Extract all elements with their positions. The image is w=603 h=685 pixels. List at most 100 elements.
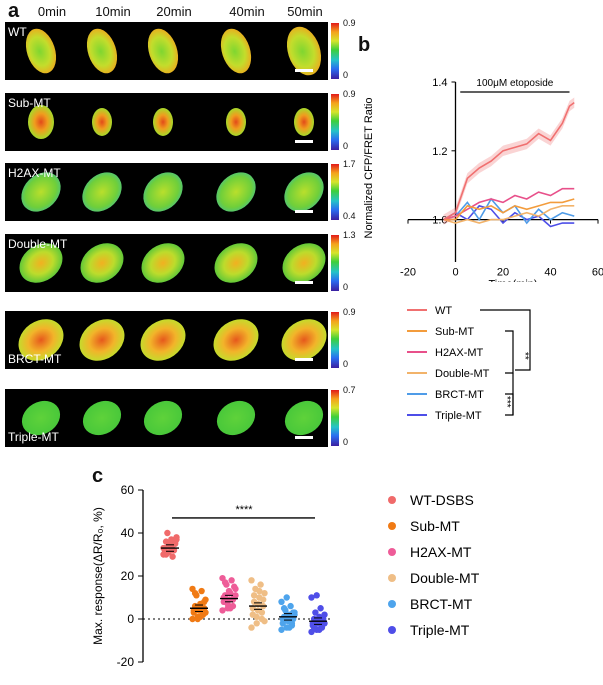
cell-nucleus-image (210, 394, 262, 442)
data-point (253, 620, 260, 627)
line-chart: 1.0 1.2 1.4 -20 0 20 40 60 Time(min) Normalized C… (363, 77, 603, 282)
colorbar (331, 235, 339, 291)
scale-bar (295, 69, 313, 72)
data-point (173, 536, 180, 543)
cell-nucleus-image (278, 394, 328, 442)
data-point (260, 596, 267, 603)
data-point (261, 590, 268, 597)
legend-label: BRCT-MT (435, 389, 484, 401)
panel-a-letter: a (8, 0, 20, 22)
data-point (198, 587, 205, 595)
legend-label: Sub-MT (435, 326, 474, 338)
cell-nucleus-image (215, 24, 257, 78)
data-point (280, 605, 288, 612)
cell-nucleus-image (28, 105, 54, 139)
chart-title: 100μM etoposide (476, 78, 553, 89)
data-point (250, 592, 258, 599)
data-point (253, 613, 260, 621)
y-tick-label: 1.2 (432, 146, 447, 158)
legend-label: WT-DSBS (410, 492, 474, 508)
x-tick-label: 60 (592, 267, 603, 279)
strip-label: Double-MT (8, 237, 68, 251)
data-point (283, 594, 290, 601)
panel-b-letter: b (358, 34, 371, 56)
y-tick-label: 0 (127, 612, 134, 626)
line-chart-legend: WT Sub-MT H2AX-MT Double-MT BRCT-MT Triple-MT… (407, 305, 531, 422)
y-tick-label: -20 (117, 655, 135, 669)
data-point (219, 607, 226, 614)
cell-nucleus-image (74, 164, 130, 220)
legend-dot (388, 600, 396, 608)
scale-bar (295, 358, 313, 361)
time-label: 10min (95, 4, 131, 19)
strip-label: WT (8, 25, 27, 39)
colorbar (331, 164, 339, 220)
y-tick-label: 1.0 (432, 215, 447, 227)
data-point (313, 592, 320, 599)
colorbar-max-label: 0.7 (343, 385, 356, 395)
colorbar-min-label: 0 (343, 141, 349, 151)
data-point (169, 553, 176, 560)
data-point (287, 602, 294, 610)
bracket (505, 330, 514, 374)
y-tick-label: 60 (121, 483, 135, 497)
image-strip: H2AX-MT (5, 163, 328, 221)
data-point (316, 626, 323, 633)
y-axis-label: Normalized CFP/FRET Ratio (363, 98, 375, 239)
image-strip: Sub-MT (5, 93, 328, 151)
colorbar-min-label: 0 (343, 70, 349, 80)
data-point (312, 609, 319, 616)
scale-bar (295, 436, 313, 439)
data-point (191, 590, 199, 597)
legend-label: WT (435, 305, 452, 317)
data-point (228, 577, 235, 584)
data-point (248, 577, 255, 584)
y-tick-label: 1.4 (432, 77, 447, 89)
bracket (480, 309, 531, 371)
cell-nucleus-image (205, 311, 267, 369)
strip-label: H2AX-MT (8, 166, 61, 180)
image-strip: BRCT-MT (5, 311, 328, 369)
strip-label: BRCT-MT (8, 352, 62, 366)
data-point (221, 579, 229, 586)
x-tick-label: 40 (544, 267, 556, 279)
data-point (197, 613, 204, 621)
data-point (257, 581, 264, 588)
y-tick-label: 40 (121, 526, 135, 540)
x-axis-label: Time(min) (488, 279, 537, 282)
legend-dot (388, 548, 396, 556)
strip-label: Triple-MT (8, 430, 59, 444)
legend-label: H2AX-MT (435, 347, 484, 359)
data-point (164, 529, 171, 537)
scatter-chart-legend: WT-DSBS Sub-MT H2AX-MT Double-MT BRCT-MT Trip… (388, 492, 480, 638)
time-label: 20min (156, 4, 192, 19)
cell-nucleus-image (92, 108, 112, 136)
colorbar-max-label: 0.9 (343, 89, 356, 99)
cell-nucleus-image (81, 24, 123, 78)
colorbar (331, 312, 339, 368)
series-band (443, 97, 575, 225)
colorbar-max-label: 0.9 (343, 18, 356, 28)
legend-label: Double-MT (435, 368, 490, 380)
image-strip: WT (5, 22, 328, 80)
significance-label: **** (235, 504, 253, 516)
image-strip: Triple-MT (5, 389, 328, 447)
y-tick-label: 20 (121, 569, 135, 583)
data-point (227, 605, 234, 612)
legend-label: H2AX-MT (410, 544, 472, 560)
data-point (248, 624, 255, 631)
legend-label: Triple-MT (435, 410, 482, 422)
colorbar (331, 94, 339, 150)
legend-label: Triple-MT (410, 622, 470, 638)
colorbar-min-label: 0 (343, 437, 349, 447)
colorbar-max-label: 1.3 (343, 230, 356, 240)
scale-bar (295, 281, 313, 284)
cell-nucleus-image (153, 108, 173, 136)
data-point (308, 594, 315, 601)
time-label: 50min (287, 4, 323, 19)
cell-nucleus-image (208, 164, 264, 220)
data-point (278, 598, 285, 605)
significance-label: ** (519, 352, 530, 360)
image-strip: Double-MT (5, 234, 328, 292)
cell-nucleus-image (142, 24, 184, 78)
